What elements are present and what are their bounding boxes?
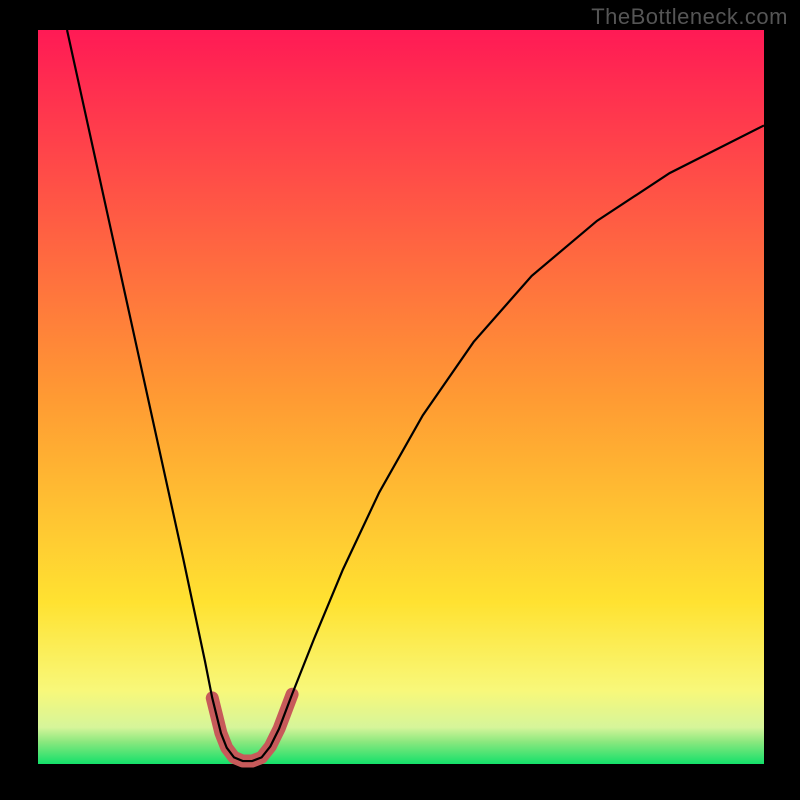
bottleneck-curve	[67, 30, 764, 761]
bottleneck-curve-svg	[38, 30, 764, 764]
plot-gradient-area	[38, 30, 764, 764]
watermark-text: TheBottleneck.com	[591, 4, 788, 30]
